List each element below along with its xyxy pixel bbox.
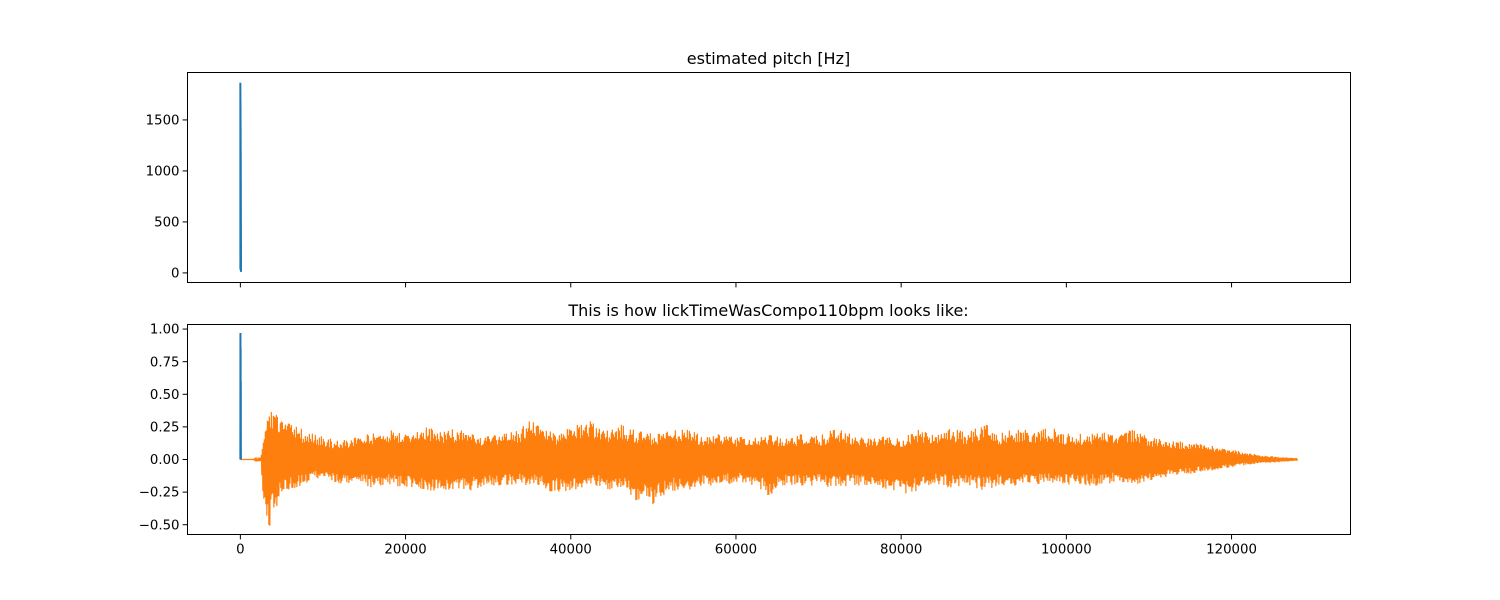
waveform-chart-title: This is how lickTimeWasCompo110bpm looks… (567, 301, 968, 320)
pitch-y-tick-label: 1500 (146, 114, 180, 129)
waveform-y-tick-label: 1.00 (150, 323, 180, 338)
waveform-x-ticks: 0 20000 40000 60000 80000 100000 120000 (236, 534, 1257, 558)
waveform-x-tick-label: 120000 (1206, 543, 1257, 558)
waveform-x-tick-label: 0 (236, 543, 244, 558)
waveform-x-tick-label: 60000 (715, 543, 757, 558)
pitch-plot-area: 0 500 1000 1500 (146, 72, 1351, 288)
subplot-waveform: This is how lickTimeWasCompo110bpm looks… (139, 301, 1351, 558)
waveform-series-0-line (239, 332, 242, 460)
pitch-chart-title: estimated pitch [Hz] (687, 49, 850, 68)
waveform-x-tick-label: 100000 (1041, 543, 1092, 558)
pitch-y-tick-label: 0 (171, 267, 179, 282)
pitch-series-0-line (239, 82, 242, 272)
pitch-axes-frame (187, 72, 1351, 283)
pitch-x-ticks (239, 282, 1233, 288)
waveform-y-tick-label: 0.00 (150, 453, 180, 468)
waveform-x-tick-label: 40000 (550, 543, 592, 558)
waveform-series-1-line (240, 412, 1298, 526)
pitch-y-tick-label: 1000 (146, 165, 180, 180)
pitch-y-tick-label: 500 (154, 216, 179, 231)
waveform-y-tick-label: 0.75 (150, 355, 180, 370)
waveform-y-tick-label: −0.50 (139, 518, 180, 533)
waveform-axes-frame (187, 324, 1351, 535)
waveform-x-tick-label: 80000 (880, 543, 922, 558)
subplot-pitch: estimated pitch [Hz] 0 500 1000 1500 (146, 49, 1351, 288)
pitch-series-layer (239, 82, 242, 272)
waveform-x-tick-label: 20000 (384, 543, 426, 558)
pitch-y-ticks: 0 500 1000 1500 (146, 114, 188, 282)
waveform-series-layer (239, 332, 1298, 526)
waveform-y-ticks: −0.50 −0.25 0.00 0.25 0.50 0.75 1.00 (139, 323, 188, 533)
waveform-plot-area: 0 20000 40000 60000 80000 100000 120000 −0.50−… (139, 323, 1351, 558)
waveform-y-tick-label: 0.25 (150, 420, 180, 435)
waveform-y-tick-label: 0.50 (150, 388, 180, 403)
waveform-y-tick-label: −0.25 (139, 486, 180, 501)
